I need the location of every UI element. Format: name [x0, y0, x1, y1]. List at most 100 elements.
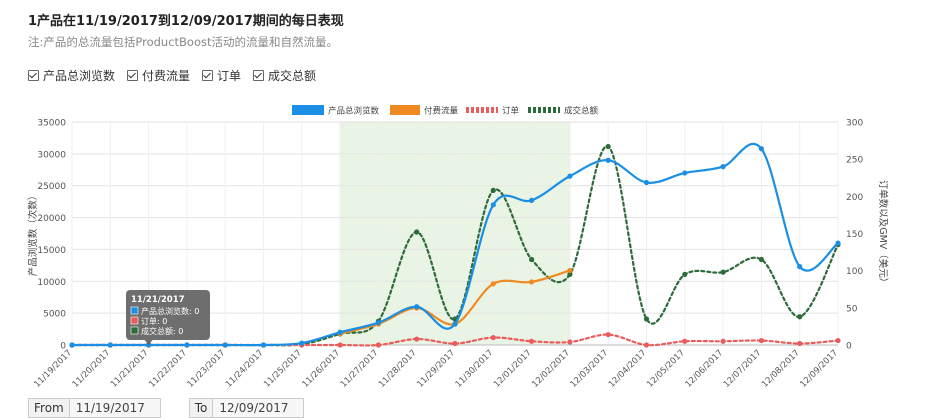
data-point-1	[184, 342, 190, 348]
y-right-tick-label: 250	[846, 156, 863, 166]
tooltip-swatch	[130, 316, 139, 325]
data-point-4	[797, 314, 803, 320]
from-date-input[interactable]: 11/19/2017	[69, 398, 161, 418]
legend-swatch	[292, 105, 324, 115]
data-point-1	[69, 342, 75, 348]
daily-performance-chart: 0 5000 10000 15000 20000 25000 30000 35000 0 50 10…	[27, 105, 889, 390]
to-date-input[interactable]: 12/09/2017	[213, 398, 305, 418]
tooltip-line: 产品总浏览数: 0	[141, 306, 199, 316]
y-right-tick-label: 0	[846, 342, 852, 352]
y-left-axis-title: 产品浏览数（次数）	[27, 191, 39, 277]
data-point-3	[797, 340, 803, 347]
data-point-1	[567, 173, 573, 179]
toggle-paid-traffic[interactable]: 付费流量	[127, 67, 190, 84]
x-tick-label: 12/03/2017	[569, 348, 611, 390]
data-point-1	[835, 240, 841, 246]
data-point-1	[260, 342, 267, 348]
page-subtitle: 注:产品的总流量包括ProductBoost活动的流量和自然流量。	[28, 35, 338, 49]
x-tick-label: 12/05/2017	[645, 348, 687, 390]
y-left-tick-label: 5000	[43, 310, 66, 320]
data-point-1	[682, 170, 688, 176]
data-point-1	[452, 321, 458, 327]
data-point-1	[299, 340, 305, 346]
toggle-label: 订单	[217, 69, 242, 83]
data-point-1	[758, 146, 765, 152]
y-right-tick-label: 300	[846, 119, 863, 129]
date-range: From 11/19/2017 To 12/09/2017	[28, 398, 305, 418]
x-tick-label: 11/27/2017	[339, 348, 381, 390]
data-point-3	[337, 342, 343, 348]
y-left-tick-label: 15000	[37, 246, 66, 256]
data-point-3	[414, 336, 420, 342]
data-point-2	[529, 279, 535, 285]
y-left-tick-label: 25000	[37, 182, 66, 192]
data-point-3	[490, 334, 496, 341]
toggle-label: 付费流量	[142, 69, 191, 83]
data-point-1	[529, 197, 535, 203]
data-point-4	[720, 269, 726, 275]
data-point-3	[643, 342, 650, 348]
x-tick-label: 12/02/2017	[530, 348, 572, 390]
x-tick-label: 11/30/2017	[454, 348, 496, 390]
x-tick-label: 11/21/2017	[109, 348, 151, 390]
x-tick-label: 12/08/2017	[760, 348, 802, 390]
legend-label: 成交总额	[564, 106, 599, 117]
data-point-3	[567, 339, 573, 345]
data-point-3	[720, 338, 726, 344]
tooltip-line: 成交总额: 0	[141, 326, 183, 336]
data-point-1	[107, 342, 113, 348]
y-right-tick-label: 150	[846, 230, 863, 240]
x-tick-label: 11/26/2017	[301, 348, 343, 390]
data-point-4	[758, 256, 765, 263]
data-point-1	[414, 304, 420, 310]
data-point-1	[605, 157, 611, 163]
data-point-1	[797, 264, 803, 270]
x-tick-label: 12/09/2017	[798, 348, 840, 390]
to-label: To	[188, 398, 214, 418]
data-point-3	[758, 337, 765, 344]
data-point-3	[835, 337, 841, 344]
legend-label: 订单	[502, 106, 520, 117]
toggle-label: 产品总浏览数	[43, 69, 116, 83]
toggle-total-views[interactable]: 产品总浏览数	[28, 67, 115, 84]
y-right-tick-label: 100	[846, 267, 863, 277]
x-tick-label: 11/20/2017	[71, 348, 113, 390]
checkbox-icon[interactable]	[28, 70, 39, 81]
series-toggle-group: 产品总浏览数 付费流量 订单 成交总额	[28, 67, 316, 84]
checkbox-icon[interactable]	[253, 70, 265, 81]
data-point-3	[452, 340, 458, 347]
data-point-2	[490, 281, 496, 287]
data-point-1	[490, 202, 496, 208]
legend-label: 付费流量	[424, 106, 459, 117]
x-tick-label: 11/29/2017	[415, 348, 457, 390]
data-point-1	[222, 342, 228, 348]
checkbox-icon[interactable]	[202, 70, 214, 81]
data-point-1	[720, 164, 726, 170]
from-label: From	[28, 398, 70, 418]
data-point-4	[682, 271, 688, 277]
data-point-4	[567, 271, 573, 277]
tooltip-box	[126, 290, 210, 340]
y-left-tick-label: 30000	[37, 150, 66, 160]
data-point-4	[490, 187, 496, 193]
checkbox-icon[interactable]	[127, 70, 139, 81]
data-point-4	[529, 256, 535, 263]
data-point-3	[375, 342, 381, 348]
legend-label: 产品总浏览数	[328, 106, 380, 117]
data-point-1	[337, 329, 343, 335]
data-point-1	[643, 179, 650, 186]
page-title: 1产品在11/19/2017到12/09/2017期间的每日表现	[28, 14, 344, 29]
x-tick-label: 11/19/2017	[32, 348, 74, 390]
y-left-tick-label: 0	[60, 342, 66, 352]
tooltip-pointer	[144, 340, 153, 345]
y-right-axis-title: 订单数以及GMV（美元）	[877, 180, 889, 288]
toggle-orders[interactable]: 订单	[202, 67, 241, 84]
x-tick-label: 11/22/2017	[147, 348, 189, 390]
x-tick-label: 11/25/2017	[262, 348, 304, 390]
toggle-gmv[interactable]: 成交总额	[253, 67, 316, 84]
y-right-tick-label: 200	[846, 193, 863, 203]
x-tick-label: 12/04/2017	[607, 348, 649, 390]
toggle-label: 成交总额	[268, 69, 317, 83]
data-point-3	[682, 338, 688, 344]
data-point-4	[414, 229, 420, 235]
